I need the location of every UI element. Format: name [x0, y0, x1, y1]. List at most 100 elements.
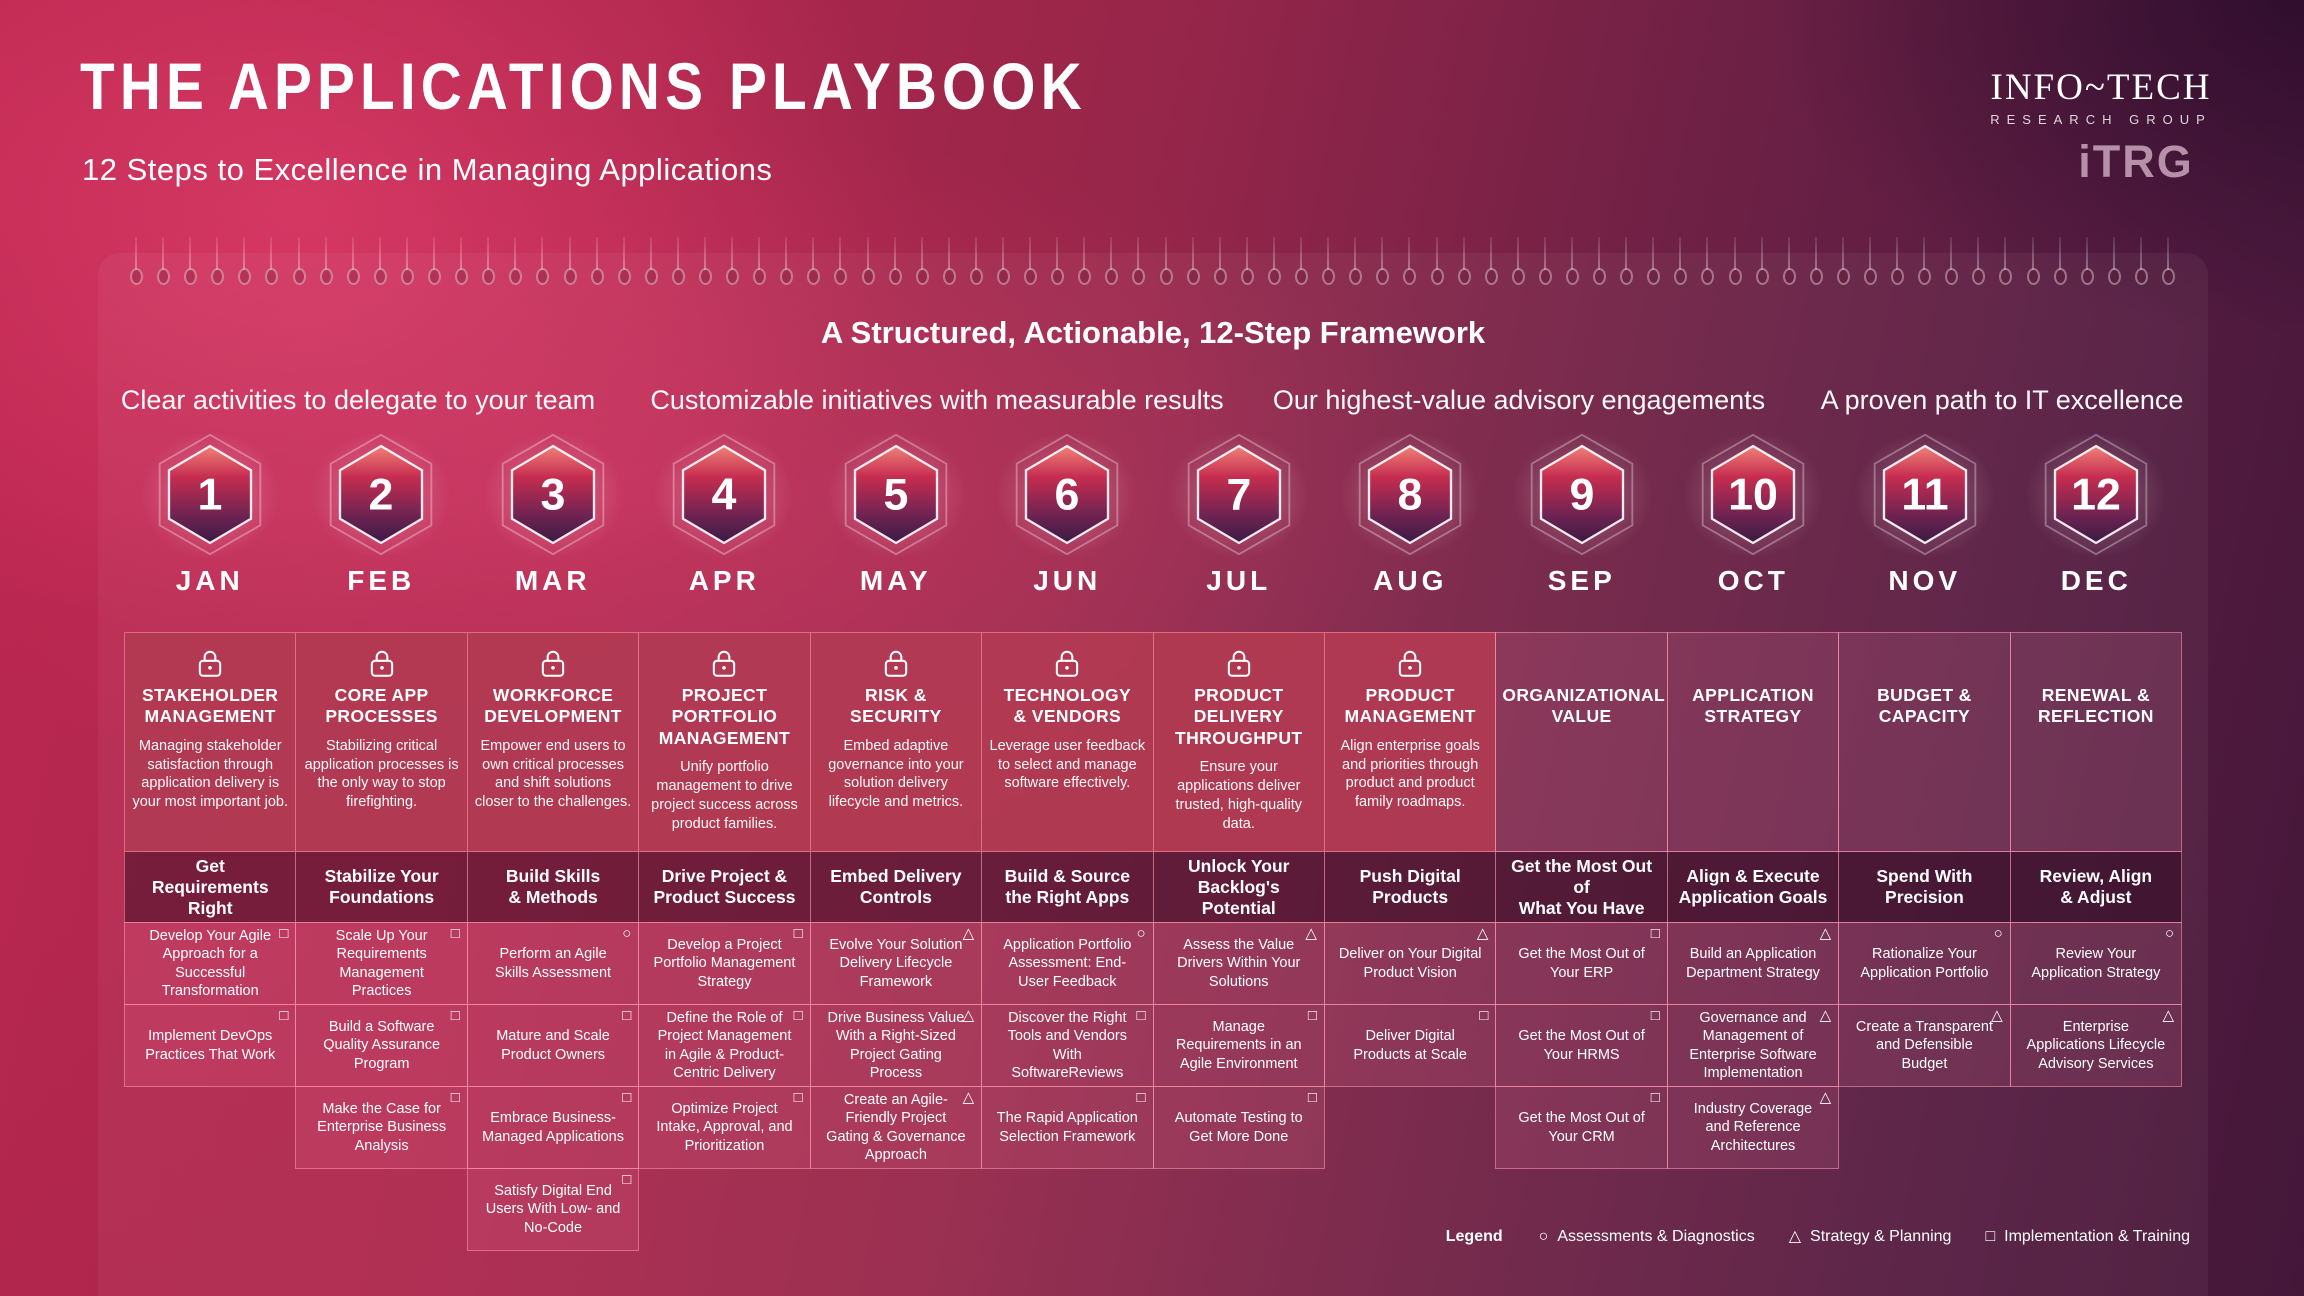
lock-icon — [1056, 650, 1079, 677]
month-column: APPLICATION STRATEGY Align & Execute App… — [1666, 632, 1840, 1169]
category-description: Ensure your applications deliver trusted… — [1175, 759, 1303, 832]
activity-cell: △ Build an Application Department Strate… — [1666, 922, 1840, 1005]
binding-ring — [1755, 237, 1769, 285]
category-title: STAKEHOLDER MANAGEMENT — [142, 685, 279, 727]
column-subtitle: Review, Align & Adjust — [2009, 851, 2183, 923]
activity-type-icon: △ — [1819, 1089, 1832, 1106]
binding-ring — [346, 237, 360, 285]
legend-item-label: Assessments & Diagnostics — [1557, 1228, 1755, 1245]
activity-type-icon: □ — [622, 1171, 632, 1188]
category-description: Align enterprise goals and priorities th… — [1340, 737, 1480, 811]
lock-icon — [199, 650, 222, 677]
activity-label: Get the Most Out of Your HRMS — [1518, 1028, 1645, 1063]
activity-type-icon: □ — [622, 1089, 632, 1106]
activity-type-icon: □ — [793, 1007, 803, 1024]
binding-ring — [1186, 237, 1200, 285]
category-header: WORKFORCE DEVELOPMENT Empower end users … — [466, 632, 640, 852]
step-number: 7 — [1226, 470, 1251, 519]
activity-label: Evolve Your Solution Delivery Lifecycle … — [829, 937, 963, 990]
binding-ring — [1701, 237, 1715, 285]
activity-label: Create a Transparent and Defensible Budg… — [1855, 1019, 1993, 1072]
month-badge: 9 SEP — [1484, 407, 1680, 597]
binding-ring — [1972, 237, 1986, 285]
binding-ring — [428, 237, 442, 285]
lock-icon — [713, 650, 736, 677]
activity-type-icon: □ — [1650, 1089, 1660, 1106]
lock-icon — [370, 650, 393, 677]
activity-type-icon: □ — [793, 925, 803, 942]
activity-label: Mature and Scale Product Owners — [496, 1028, 610, 1063]
binding-ring — [1051, 237, 1065, 285]
hexagon-step-icon: 1 — [158, 433, 261, 556]
activity-type-icon: □ — [793, 1089, 803, 1106]
binding-ring — [482, 237, 496, 285]
month-column: PROJECT PORTFOLIO MANAGEMENT Unify portf… — [638, 632, 811, 1169]
activity-type-icon: □ — [1650, 925, 1660, 942]
activity-label: Create an Agile-Friendly Project Gating … — [826, 1091, 966, 1163]
activity-cells: □ Develop Your Agile Approach for a Succ… — [124, 922, 297, 1087]
binding-ring — [2026, 237, 2040, 285]
binding-ring — [211, 237, 225, 285]
activity-type-icon: △ — [1305, 925, 1317, 942]
step-number: 1 — [197, 470, 222, 519]
month-column: WORKFORCE DEVELOPMENT Empower end users … — [466, 632, 640, 1251]
binding-ring — [1484, 237, 1498, 285]
binding-ring — [1430, 237, 1444, 285]
activity-type-icon: △ — [962, 1089, 975, 1106]
step-number: 8 — [1398, 470, 1423, 519]
activity-label: Manage Requirements in an Agile Environm… — [1175, 1019, 1302, 1072]
hexagon-step-icon: 3 — [501, 433, 604, 556]
category-header: RISK & SECURITY Embed adaptive governanc… — [809, 632, 983, 852]
column-subtitle: Push Digital Products — [1323, 851, 1497, 923]
month-label: NOV — [1888, 565, 1962, 596]
legend-item-label: Strategy & Planning — [1810, 1228, 1952, 1245]
column-subtitle: Unlock Your Backlog's Potential — [1152, 851, 1325, 923]
activity-cells: □ Develop a Project Portfolio Management… — [638, 922, 811, 1169]
activity-type-icon: □ — [279, 925, 289, 942]
column-subtitle: Drive Project & Product Success — [638, 851, 811, 923]
month-badge: 4 APR — [626, 407, 822, 597]
activity-cell: △ Governance and Management of Enterpris… — [1666, 1004, 1840, 1087]
itrg-logo: iTRG — [2078, 136, 2194, 187]
activity-type-icon: □ — [450, 925, 460, 942]
activity-label: Build a Software Quality Assurance Progr… — [323, 1019, 441, 1072]
column-subtitle: Get the Most Out of What You Have — [1495, 851, 1668, 923]
binding-ring — [888, 237, 902, 285]
category-header: RENEWAL & REFLECTION — [2009, 632, 2183, 852]
group-header: A proven path to IT excellence — [1820, 385, 2184, 415]
binding-ring — [861, 237, 875, 285]
legend-item: ○ Assessments & Diagnostics — [1539, 1228, 1755, 1246]
activity-cell: □ Define the Role of Project Management … — [638, 1004, 811, 1087]
hexagon-step-icon: 10 — [1702, 433, 1805, 556]
binding-ring — [834, 237, 848, 285]
category-description: Stabilizing critical application process… — [304, 737, 459, 811]
activity-cell: □ Develop Your Agile Approach for a Succ… — [124, 922, 297, 1005]
hexagon-step-icon: 6 — [1016, 433, 1119, 556]
month-badge: 1 JAN — [112, 407, 308, 597]
activity-cell: □ Deliver Digital Products at Scale — [1323, 1004, 1497, 1087]
activity-type-icon: □ — [1307, 1007, 1317, 1024]
column-subtitle: Build Skills & Methods — [466, 851, 640, 923]
activity-type-icon: △ — [962, 925, 975, 942]
legend-symbol-icon: □ — [1985, 1228, 1996, 1245]
activity-label: Automate Testing to Get More Done — [1174, 1110, 1303, 1145]
activity-cell: □ Optimize Project Intake, Approval, and… — [638, 1086, 811, 1169]
binding-ring — [1864, 237, 1877, 285]
activity-cell: □ Scale Up Your Requirements Management … — [295, 922, 468, 1005]
hexagon-step-icon: 2 — [330, 433, 433, 556]
step-number: 12 — [2071, 470, 2121, 519]
activity-label: The Rapid Application Selection Framewor… — [996, 1110, 1138, 1145]
activity-label: Satisfy Digital End Users With Low- and … — [485, 1183, 621, 1236]
month-badge: 6 JUN — [969, 407, 1165, 597]
binding-ring — [2080, 237, 2094, 285]
binding-ring — [1647, 237, 1661, 285]
binding-ring — [753, 237, 767, 285]
activity-cells: ○ Application Portfolio Assessment: End-… — [981, 922, 1154, 1169]
activity-cell: ○ Perform an Agile Skills Assessment — [466, 922, 640, 1005]
binding-ring — [1024, 237, 1038, 285]
month-column: ORGANIZATIONAL VALUE Get the Most Out of… — [1495, 632, 1668, 1169]
month-column: TECHNOLOGY & VENDORS Leverage user feedb… — [981, 632, 1154, 1169]
activity-label: Assess the Value Drivers Within Your Sol… — [1177, 937, 1301, 990]
group-header: Customizable initiatives with measurable… — [650, 385, 1224, 415]
